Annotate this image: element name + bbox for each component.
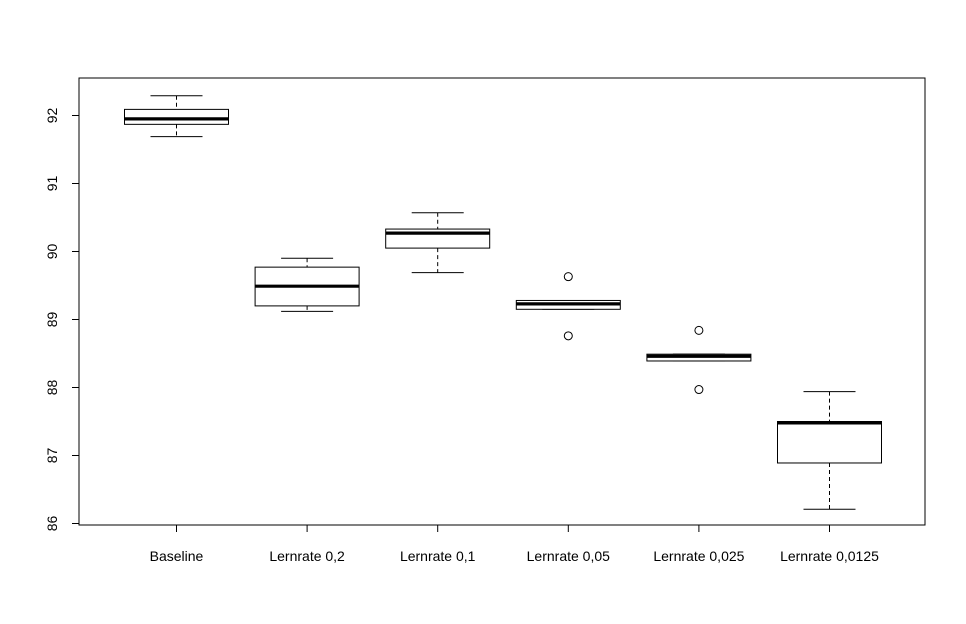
x-tick-label: Lernrate 0,0125: [780, 548, 879, 564]
box-5: [777, 391, 882, 510]
y-tick-label: 92: [44, 108, 60, 124]
x-tick-label: Baseline: [150, 548, 204, 564]
y-tick-label: 90: [44, 244, 60, 260]
box-2: [385, 212, 491, 274]
y-tick-label: 89: [44, 312, 60, 328]
x-tick-label: Lernrate 0,025: [653, 548, 744, 564]
outlier-point: [694, 385, 704, 395]
x-tick-label: Lernrate 0,05: [527, 548, 610, 564]
y-axis: 86 87 88 89 90 91 92: [44, 108, 80, 532]
iqr-box: [124, 108, 229, 125]
y-tick-label: 88: [44, 380, 60, 396]
x-tick-label: Lernrate 0,1: [400, 548, 476, 564]
boxes: [124, 95, 882, 510]
y-tick-label: 91: [44, 176, 60, 192]
x-tick-label: Lernrate 0,2: [269, 548, 345, 564]
outlier-point: [694, 325, 704, 335]
box-1: [254, 257, 360, 312]
box-3: [515, 272, 621, 341]
outlier-point: [563, 272, 573, 282]
y-tick-label: 86: [44, 516, 60, 532]
box-4: [646, 325, 752, 395]
box-0: [124, 95, 229, 138]
outlier-point: [563, 331, 573, 341]
y-tick-label: 87: [44, 448, 60, 464]
iqr-box: [777, 421, 882, 464]
x-axis: Baseline Lernrate 0,2 Lernrate 0,1 Lernrate…: [150, 524, 879, 564]
